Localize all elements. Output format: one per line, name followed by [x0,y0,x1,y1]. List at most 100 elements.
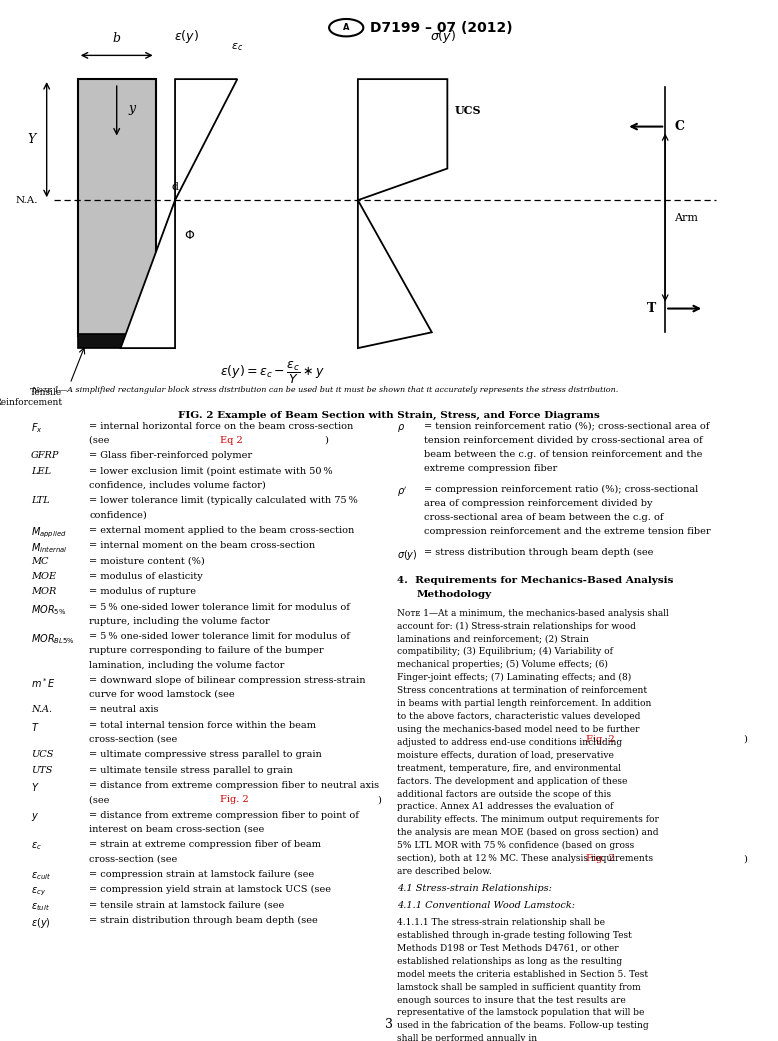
Text: Stress concentrations at termination of reinforcement: Stress concentrations at termination of … [397,686,647,695]
Text: $\sigma(y)$: $\sigma(y)$ [397,548,418,562]
Text: MC: MC [31,557,48,565]
Text: treatment, temperature, fire, and environmental: treatment, temperature, fire, and enviro… [397,764,621,772]
Text: $\varepsilon_{cy}$: $\varepsilon_{cy}$ [31,886,46,897]
Text: moisture effects, duration of load, preservative: moisture effects, duration of load, pres… [397,751,614,760]
Bar [78,79,156,336]
Text: = strain at extreme compression fiber of beam: = strain at extreme compression fiber of… [89,840,321,849]
Text: Methods D198 or Test Methods D4761, or other: Methods D198 or Test Methods D4761, or o… [397,944,619,953]
Text: are described below.: are described below. [397,867,492,877]
Text: Methodology: Methodology [416,590,492,600]
Text: the analysis are mean MOE (based on gross section) and: the analysis are mean MOE (based on gros… [397,829,658,837]
Text: durability effects. The minimum output requirements for: durability effects. The minimum output r… [397,815,659,824]
Text: Nᴏᴛᴇ 1—A simplified rectangular block stress distribution can be used but it mus: Nᴏᴛᴇ 1—A simplified rectangular block st… [31,385,619,393]
Text: FIG. 2 Example of Beam Section with Strain, Stress, and Force Diagrams: FIG. 2 Example of Beam Section with Stra… [178,411,600,421]
Text: rupture, including the volume factor: rupture, including the volume factor [89,617,270,626]
Text: $\varepsilon_c$: $\varepsilon_c$ [231,42,244,53]
Text: Y: Y [27,133,35,146]
Text: UCS: UCS [455,105,482,117]
Text: Fig. 2: Fig. 2 [586,735,615,744]
Text: = neutral axis: = neutral axis [89,706,159,714]
Text: = distance from extreme compression fiber to point of: = distance from extreme compression fibe… [89,811,359,820]
Text: ): ) [377,795,381,805]
Text: $m^*E$: $m^*E$ [31,676,55,690]
Text: N.A.: N.A. [16,196,38,205]
Text: = downward slope of bilinear compression stress-strain: = downward slope of bilinear compression… [89,676,366,685]
Text: T: T [647,302,656,315]
Text: = internal horizontal force on the beam cross-section: = internal horizontal force on the beam … [89,422,354,431]
Text: 3: 3 [385,1018,393,1031]
Text: LTL: LTL [31,497,50,505]
Text: $\rho'$: $\rho'$ [397,485,407,499]
Text: b: b [113,32,121,46]
Text: = modulus of elasticity: = modulus of elasticity [89,572,203,581]
Text: area of compression reinforcement divided by: area of compression reinforcement divide… [424,499,653,508]
Text: UCS: UCS [31,751,54,760]
Text: 5% LTL MOR with 75 % confidence (based on gross: 5% LTL MOR with 75 % confidence (based o… [397,841,634,850]
Text: practice. Annex A1 addresses the evaluation of: practice. Annex A1 addresses the evaluat… [397,803,613,811]
Text: in beams with partial length reinforcement. In addition: in beams with partial length reinforceme… [397,699,651,708]
Text: $\varepsilon_c$: $\varepsilon_c$ [31,840,42,853]
Text: Fig. 2: Fig. 2 [586,855,615,863]
Text: Arm: Arm [675,212,699,223]
Text: = lower exclusion limit (point estimate with 50 %: = lower exclusion limit (point estimate … [89,466,333,476]
Text: N.A.: N.A. [31,706,52,714]
Text: Tensile
Reinforcement: Tensile Reinforcement [0,387,62,407]
Text: $\varepsilon(y)$: $\varepsilon(y)$ [174,28,199,46]
Text: = tensile strain at lamstock failure (see: = tensile strain at lamstock failure (se… [89,900,288,910]
Text: enough sources to insure that the test results are: enough sources to insure that the test r… [397,995,626,1005]
Text: interest on beam cross-section (see: interest on beam cross-section (see [89,824,268,834]
Text: established relationships as long as the resulting: established relationships as long as the… [397,957,622,966]
Text: MOR: MOR [31,587,57,596]
Text: additional factors are outside the scope of this: additional factors are outside the scope… [397,789,611,798]
Text: $\varepsilon(y) = \varepsilon_c - \dfrac{\varepsilon_c}{Y} \ast y$: $\varepsilon(y) = \varepsilon_c - \dfrac… [220,360,324,386]
Text: compatibility; (3) Equilibrium; (4) Variability of: compatibility; (3) Equilibrium; (4) Vari… [397,648,612,657]
Text: using the mechanics-based model need to be further: using the mechanics-based model need to … [397,725,640,734]
Text: MOE: MOE [31,572,56,581]
Text: = internal moment on the beam cross-section: = internal moment on the beam cross-sect… [89,541,316,550]
Text: mechanical properties; (5) Volume effects; (6): mechanical properties; (5) Volume effect… [397,660,608,669]
Text: $y$: $y$ [31,811,39,822]
Text: confidence, includes volume factor): confidence, includes volume factor) [89,481,266,489]
Text: laminations and reinforcement; (2) Strain: laminations and reinforcement; (2) Strai… [397,634,589,643]
Text: 4.1.1.1 The stress-strain relationship shall be: 4.1.1.1 The stress-strain relationship s… [397,918,605,926]
Text: GFRP: GFRP [31,451,59,460]
Text: $\varepsilon(y)$: $\varepsilon(y)$ [31,916,51,931]
Text: = lower tolerance limit (typically calculated with 75 %: = lower tolerance limit (typically calcu… [89,497,358,505]
Text: $\Phi$: $\Phi$ [184,229,195,243]
Text: to the above factors, characteristic values developed: to the above factors, characteristic val… [397,712,640,721]
Text: d: d [172,182,178,193]
Text: UTS: UTS [31,766,52,775]
Text: = compression strain at lamstock failure (see: = compression strain at lamstock failure… [89,870,317,879]
Text: shall be performed annually in: shall be performed annually in [397,1035,537,1041]
Text: $F_x$: $F_x$ [31,422,43,435]
Text: used in the fabrication of the beams. Follow-up testing: used in the fabrication of the beams. Fo… [397,1021,648,1031]
Text: adjusted to address end-use conditions including: adjusted to address end-use conditions i… [397,738,622,746]
Text: tension reinforcement divided by cross-sectional area of: tension reinforcement divided by cross-s… [424,435,703,445]
Text: (see: (see [89,435,113,445]
Text: = compression reinforcement ratio (%); cross-sectional: = compression reinforcement ratio (%); c… [424,485,699,494]
Text: rupture corresponding to failure of the bumper: rupture corresponding to failure of the … [89,646,324,656]
Text: = stress distribution through beam depth (see: = stress distribution through beam depth… [424,548,657,557]
Text: 4.1 Stress-strain Relationships:: 4.1 Stress-strain Relationships: [397,884,552,893]
Text: $MOR_{5\%}$: $MOR_{5\%}$ [31,603,66,616]
Text: = moisture content (%): = moisture content (%) [89,557,205,565]
Text: $M_{applied}$: $M_{applied}$ [31,526,67,540]
Text: curve for wood lamstock (see: curve for wood lamstock (see [89,690,238,699]
Text: cross-sectional area of beam between the c.g. of: cross-sectional area of beam between the… [424,513,664,522]
Text: lamstock shall be sampled in sufficient quantity from: lamstock shall be sampled in sufficient … [397,983,640,992]
Polygon shape [358,200,432,348]
Text: LEL: LEL [31,466,51,476]
Text: account for: (1) Stress-strain relationships for wood: account for: (1) Stress-strain relations… [397,621,636,631]
Text: lamination, including the volume factor: lamination, including the volume factor [89,660,285,669]
Text: representative of the lamstock population that will be: representative of the lamstock populatio… [397,1009,644,1017]
Text: Eq 2: Eq 2 [220,435,243,445]
Text: compression reinforcement and the extreme tension fiber: compression reinforcement and the extrem… [424,527,710,536]
Text: = tension reinforcement ratio (%); cross-sectional area of: = tension reinforcement ratio (%); cross… [424,422,710,431]
Text: $M_{internal}$: $M_{internal}$ [31,541,68,555]
Text: = distance from extreme compression fiber to neutral axis: = distance from extreme compression fibe… [89,782,380,790]
Text: beam between the c.g. of tension reinforcement and the: beam between the c.g. of tension reinfor… [424,450,703,459]
Text: $MOR_{BL5\%}$: $MOR_{BL5\%}$ [31,632,75,646]
Text: 4.  Requirements for Mechanics-Based Analysis: 4. Requirements for Mechanics-Based Anal… [397,576,673,585]
Text: $\sigma(y)$: $\sigma(y)$ [430,28,457,46]
Text: = Glass fiber-reinforced polymer: = Glass fiber-reinforced polymer [89,451,253,460]
